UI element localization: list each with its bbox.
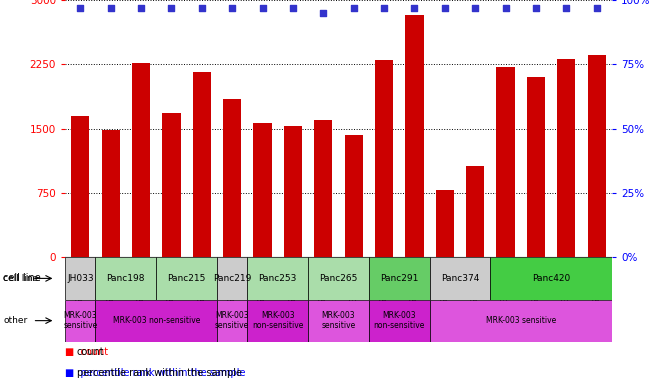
Bar (65, 257, 96, 300)
Text: GSM924988: GSM924988 (562, 257, 571, 303)
Text: GSM924987: GSM924987 (137, 257, 146, 303)
Point (470, 5, 480, 11)
Text: ■  count: ■ count (65, 347, 108, 358)
Bar (406, 15, 424, 257)
Point (592, 5, 602, 11)
Point (136, 5, 146, 11)
Text: GSM924985: GSM924985 (197, 257, 206, 303)
Text: ■  percentile rank within the sample: ■ percentile rank within the sample (65, 368, 245, 379)
Text: JH033: JH033 (67, 274, 94, 283)
Point (439, 5, 450, 11)
Bar (253, 124, 271, 257)
Bar (430, 257, 490, 300)
Text: count: count (77, 347, 104, 358)
Bar (430, 300, 612, 342)
Bar (71, 116, 89, 257)
Text: GSM924990: GSM924990 (288, 257, 298, 304)
Point (197, 5, 207, 11)
Text: MRK-003
sensitive: MRK-003 sensitive (215, 311, 249, 330)
Text: GSM924981: GSM924981 (501, 257, 510, 303)
Point (348, 5, 359, 11)
Text: MRK-003
non-sensitive: MRK-003 non-sensitive (252, 311, 303, 330)
Bar (557, 59, 575, 257)
Text: GSM924980: GSM924980 (440, 257, 449, 303)
Text: MRK-003
sensitive: MRK-003 sensitive (322, 311, 355, 330)
Point (227, 5, 238, 11)
Bar (466, 166, 484, 257)
Point (318, 10, 329, 16)
Bar (193, 72, 211, 257)
Bar (156, 257, 217, 300)
Point (501, 5, 511, 11)
Bar (247, 257, 308, 300)
Text: other: other (3, 316, 27, 325)
Point (288, 5, 298, 11)
Bar (314, 120, 333, 257)
Text: Panc291: Panc291 (380, 274, 419, 283)
Bar (490, 257, 612, 300)
Bar (308, 257, 369, 300)
Bar (162, 113, 180, 257)
Bar (96, 300, 217, 342)
Text: MRK-003
non-sensitive: MRK-003 non-sensitive (374, 311, 425, 330)
Point (379, 5, 389, 11)
Text: percentile rank within the sample: percentile rank within the sample (77, 368, 242, 379)
Text: GSM924979: GSM924979 (319, 257, 328, 304)
Text: Panc374: Panc374 (441, 274, 479, 283)
Text: GSM924984: GSM924984 (531, 257, 540, 303)
Bar (369, 257, 430, 300)
Text: GSM924995: GSM924995 (167, 257, 176, 304)
Text: Panc265: Panc265 (320, 274, 357, 283)
Bar (284, 126, 302, 257)
Bar (102, 130, 120, 257)
Text: GSM924982: GSM924982 (349, 257, 358, 303)
Text: GSM924993: GSM924993 (592, 257, 602, 304)
Bar (527, 77, 545, 257)
Point (531, 5, 541, 11)
Text: Panc253: Panc253 (258, 274, 297, 283)
Text: Panc198: Panc198 (107, 274, 145, 283)
Bar (375, 60, 393, 257)
Bar (217, 300, 247, 342)
Bar (308, 300, 369, 342)
Bar (96, 257, 156, 300)
Text: GSM924983: GSM924983 (471, 257, 480, 303)
Text: Panc215: Panc215 (167, 274, 206, 283)
Bar (436, 190, 454, 257)
Bar (247, 300, 308, 342)
Bar (217, 257, 247, 300)
Point (166, 5, 176, 11)
Text: cell line: cell line (3, 273, 41, 283)
Text: MRK-003 non-sensitive: MRK-003 non-sensitive (113, 316, 200, 325)
Bar (497, 67, 515, 257)
Text: GSM924994: GSM924994 (410, 257, 419, 304)
Text: cell line: cell line (3, 274, 38, 283)
Bar (223, 99, 242, 257)
Text: GSM924992: GSM924992 (106, 257, 115, 303)
Text: GSM924991: GSM924991 (228, 257, 237, 303)
Text: GSM924978: GSM924978 (380, 257, 389, 303)
Point (75, 5, 85, 11)
Point (105, 5, 116, 11)
Bar (65, 300, 96, 342)
Text: GSM924986: GSM924986 (76, 257, 85, 303)
Text: MRK-003 sensitive: MRK-003 sensitive (486, 316, 556, 325)
Point (409, 5, 420, 11)
Bar (369, 300, 430, 342)
Text: Panc420: Panc420 (532, 274, 570, 283)
Point (561, 5, 572, 11)
Bar (344, 135, 363, 257)
Bar (588, 55, 606, 257)
Point (257, 5, 268, 11)
Text: MRK-003
sensitive: MRK-003 sensitive (63, 311, 98, 330)
Text: GSM924989: GSM924989 (258, 257, 267, 303)
Bar (132, 63, 150, 257)
Text: Panc219: Panc219 (213, 274, 251, 283)
